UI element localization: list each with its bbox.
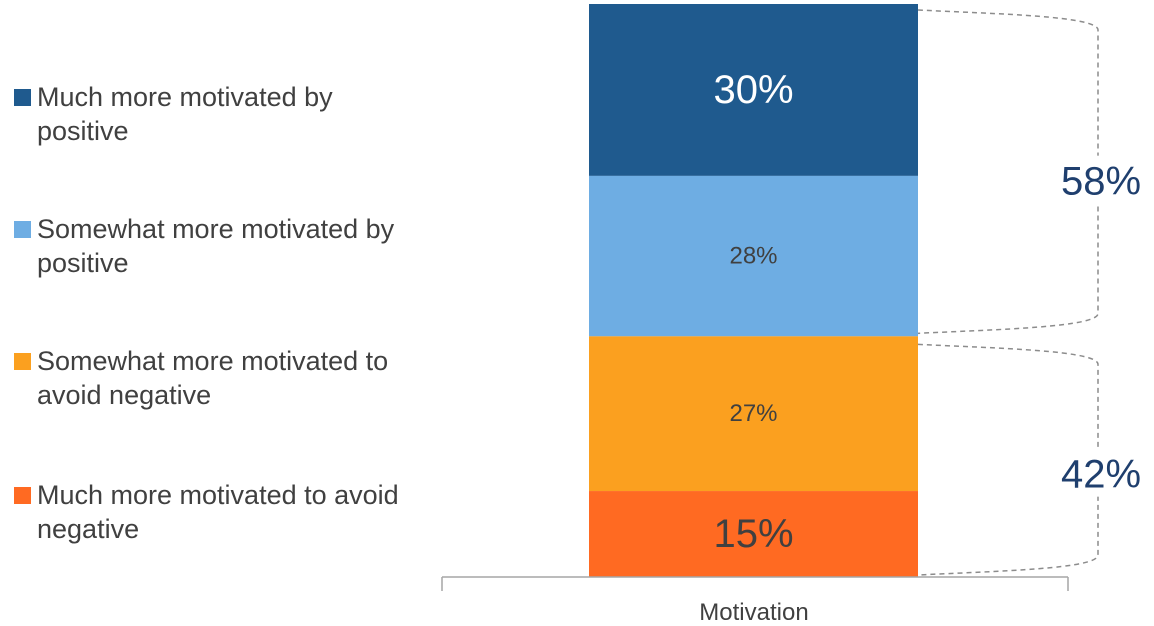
legend-swatch-much-negative — [14, 487, 31, 504]
legend-label-somewhat-negative: Somewhat more motivated to avoid negativ… — [37, 346, 389, 410]
legend-item-somewhat-positive: Somewhat more motivated by positive — [14, 212, 417, 280]
legend-swatch-somewhat-positive — [14, 221, 31, 238]
brace-label-58-pct: 58% — [1061, 160, 1141, 204]
bar-segment-somewhat-more-motivated-to-avoid-negative — [589, 336, 918, 492]
legend-label-much-negative: Much more motivated to avoid negative — [37, 480, 399, 544]
data-label-much-more-motivated-to-avoid-negative: 15% — [713, 512, 793, 556]
data-label-much-more-motivated-by-positive: 30% — [713, 68, 793, 112]
data-label-somewhat-more-motivated-to-avoid-negative: 27% — [729, 400, 777, 427]
legend-item-much-positive: Much more motivated by positive — [14, 80, 417, 148]
legend-label-much-positive: Much more motivated by positive — [37, 82, 333, 146]
data-label-somewhat-more-motivated-by-positive: 28% — [729, 243, 777, 270]
bar-segment-much-more-motivated-by-positive — [589, 4, 918, 176]
legend-item-somewhat-negative: Somewhat more motivated to avoid negativ… — [14, 344, 417, 412]
brace-label-42-pct: 42% — [1061, 453, 1141, 497]
brace-label-bg-42-pct — [1056, 448, 1146, 497]
legend-item-much-negative: Much more motivated to avoid negative — [14, 478, 417, 546]
brace-label-bg-58-pct — [1056, 155, 1146, 204]
bar-segment-much-more-motivated-to-avoid-negative — [589, 491, 918, 577]
x-axis-category-label: Motivation — [699, 599, 808, 626]
legend-swatch-much-positive — [14, 89, 31, 106]
brace-42-pct — [917, 343, 1099, 576]
bar-segment-somewhat-more-motivated-by-positive — [589, 175, 918, 337]
legend-label-somewhat-positive: Somewhat more motivated by positive — [37, 214, 395, 278]
legend-swatch-somewhat-negative — [14, 353, 31, 370]
